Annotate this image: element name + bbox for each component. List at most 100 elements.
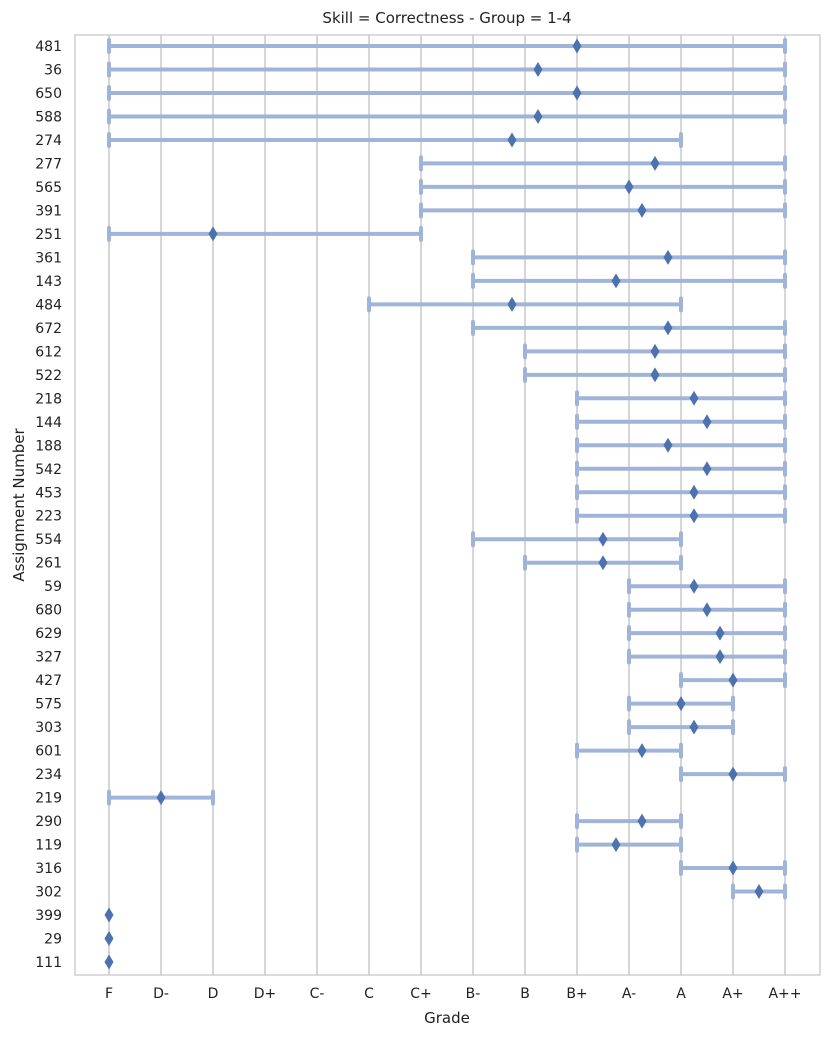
y-tick-label: 629: [35, 626, 62, 642]
range-row-588: [107, 108, 787, 125]
y-tick-label: 588: [35, 109, 62, 125]
mean-marker: [715, 649, 725, 665]
y-tick-label: 453: [35, 485, 62, 501]
x-tick-label: D+: [254, 986, 277, 1002]
mean-marker: [689, 719, 699, 735]
range-row-274: [107, 131, 683, 148]
range-row-29: [104, 931, 114, 947]
mean-marker: [611, 273, 621, 289]
mean-marker: [637, 813, 647, 829]
y-tick-label: 391: [35, 203, 62, 219]
mean-marker: [637, 743, 647, 759]
y-tick-label: 188: [35, 438, 62, 454]
mean-marker: [754, 884, 764, 900]
mean-marker: [507, 296, 517, 312]
mean-marker: [663, 320, 673, 336]
range-row-672: [471, 319, 787, 336]
mean-marker: [715, 625, 725, 641]
mean-marker: [689, 578, 699, 594]
y-tick-label: 542: [35, 462, 62, 478]
range-row-144: [575, 413, 787, 430]
mean-marker: [637, 202, 647, 218]
y-tick-label: 399: [35, 908, 62, 924]
y-tick-label: 111: [35, 955, 62, 971]
y-tick-label: 234: [35, 767, 62, 783]
x-tick-label: D: [208, 986, 219, 1002]
mean-marker: [676, 696, 686, 712]
range-row-223: [575, 507, 787, 524]
range-row-219: [107, 789, 215, 806]
y-tick-label: 29: [44, 932, 62, 948]
mean-marker: [104, 907, 114, 923]
range-row-361: [471, 249, 787, 266]
range-row-427: [679, 672, 787, 689]
y-tick-label: 327: [35, 650, 62, 666]
range-row-680: [627, 601, 787, 618]
y-tick-label: 650: [35, 86, 62, 102]
range-row-218: [575, 390, 787, 407]
x-tick-label: A++: [768, 986, 801, 1002]
mean-marker: [663, 249, 673, 265]
range-row-629: [627, 625, 787, 642]
range-row-612: [523, 343, 787, 360]
mean-marker: [533, 61, 543, 77]
y-tick-label: 251: [35, 227, 62, 243]
y-tick-label: 303: [35, 720, 62, 736]
x-tick-label: B-: [466, 986, 481, 1002]
y-tick-label: 361: [35, 250, 62, 266]
range-row-36: [107, 61, 787, 78]
range-row-484: [367, 296, 683, 313]
x-tick-label: F: [105, 986, 113, 1002]
range-row-302: [731, 883, 787, 900]
range-row-316: [679, 860, 787, 877]
y-tick-label: 218: [35, 391, 62, 407]
range-row-188: [575, 437, 787, 454]
x-tick-label: A: [676, 986, 686, 1002]
y-tick-label: 223: [35, 509, 62, 525]
mean-marker: [702, 414, 712, 430]
mean-marker: [611, 837, 621, 853]
y-tick-label: 680: [35, 603, 62, 619]
range-row-119: [575, 836, 683, 853]
mean-marker: [572, 85, 582, 101]
y-tick-label: 554: [35, 532, 62, 548]
chart-title: Skill = Correctness - Group = 1-4: [322, 9, 571, 27]
range-row-542: [575, 460, 787, 477]
mean-marker: [624, 179, 634, 195]
y-tick-label: 601: [35, 744, 62, 760]
grid-lines: [108, 35, 786, 975]
mean-marker: [507, 132, 517, 148]
range-row-575: [627, 695, 735, 712]
range-row-565: [419, 178, 787, 195]
range-row-522: [523, 366, 787, 383]
y-axis-label: Assignment Number: [10, 427, 28, 581]
y-tick-label: 277: [35, 156, 62, 172]
y-tick-label: 219: [35, 791, 62, 807]
range-row-391: [419, 202, 787, 219]
y-tick-label: 427: [35, 673, 62, 689]
range-row-303: [627, 719, 735, 736]
y-tick-label: 484: [35, 297, 62, 313]
range-row-277: [419, 155, 787, 172]
mean-marker: [104, 931, 114, 947]
x-tick-label: B: [520, 986, 530, 1002]
mean-marker: [104, 954, 114, 970]
range-row-650: [107, 84, 787, 101]
x-tick-label: C+: [410, 986, 432, 1002]
y-tick-label: 481: [35, 39, 62, 55]
y-tick-label: 144: [35, 415, 62, 431]
y-tick-label: 575: [35, 697, 62, 713]
range-row-59: [627, 578, 787, 595]
range-row-261: [523, 554, 683, 571]
range-row-601: [575, 742, 683, 759]
y-tick-label: 119: [35, 838, 62, 854]
mean-marker: [689, 484, 699, 500]
plot-frame: [74, 34, 821, 976]
mean-marker: [598, 555, 608, 571]
x-tick-label: C-: [310, 986, 325, 1002]
range-row-453: [575, 484, 787, 501]
mean-marker: [728, 672, 738, 688]
x-tick-labels: F D- D D+ C- C C+ B- B B+ A- A A+ A++: [105, 986, 802, 1002]
y-tick-label: 36: [44, 62, 62, 78]
